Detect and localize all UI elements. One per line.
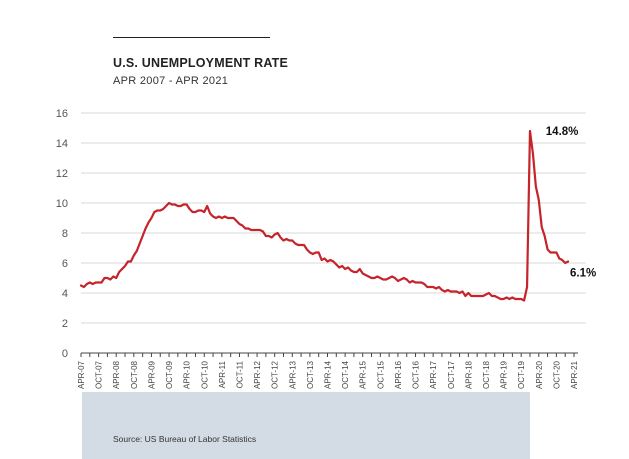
y-tick-label: 0	[62, 348, 68, 360]
annotation-layer: 14.8% 6.1%	[546, 126, 596, 280]
x-tick-label: APR-21	[570, 360, 579, 389]
x-tick-label: OCT-18	[482, 360, 491, 389]
x-tick-label: APR-19	[500, 360, 509, 389]
x-tick-label: OCT-13	[306, 360, 315, 389]
series-layer	[79, 129, 570, 302]
x-tick-label: OCT-08	[130, 360, 139, 389]
source-band	[82, 392, 530, 459]
unemployment-series-line	[79, 129, 570, 302]
x-tick-label: OCT-07	[95, 360, 104, 389]
x-tick-label: APR-08	[112, 360, 121, 389]
x-axis: APR-07 OCT-07 APR-08 OCT-08 APR-09 OCT-09 APR-…	[77, 352, 579, 389]
chart-subtitle: APR 2007 - APR 2021	[113, 75, 229, 87]
x-tick-label: APR-12	[253, 360, 262, 389]
x-tick-label: OCT-19	[517, 360, 526, 389]
x-tick-label: APR-07	[77, 360, 86, 389]
x-tick-label: OCT-15	[376, 360, 385, 389]
x-tick-label: APR-14	[324, 360, 333, 389]
x-tick-label: APR-09	[147, 360, 156, 389]
x-tick-label: APR-11	[218, 360, 227, 388]
y-tick-label: 8	[62, 228, 68, 240]
x-tick-label: APR-16	[394, 360, 403, 389]
y-tick-label: 4	[62, 288, 68, 300]
x-tick-label: APR-20	[535, 360, 544, 389]
x-tick-label: OCT-12	[271, 360, 280, 389]
y-tick-label: 10	[56, 198, 68, 210]
y-tick-label: 6	[62, 258, 68, 270]
y-tick-label: 12	[56, 168, 68, 180]
y-tick-label: 14	[56, 138, 68, 150]
chart-title: U.S. UNEMPLOYMENT RATE	[113, 56, 289, 70]
x-tick-label: OCT-09	[165, 360, 174, 389]
source-note: Source: US Bureau of Labor Statistics	[113, 434, 257, 444]
x-tick-label: OCT-14	[341, 360, 350, 389]
y-tick-label: 16	[56, 108, 68, 120]
x-tick-label: OCT-17	[447, 360, 456, 389]
x-tick-label: OCT-20	[552, 360, 561, 389]
data-label-peak: 14.8%	[546, 126, 579, 138]
x-tick-label: OCT-10	[200, 360, 209, 389]
x-tick-label: APR-18	[464, 360, 473, 389]
x-tick-label: APR-15	[359, 360, 368, 389]
x-tick-label: OCT-16	[412, 360, 421, 389]
y-axis: 0 2 4 6 8 10 12 14 16	[56, 108, 68, 360]
x-tick-label: APR-13	[288, 360, 297, 389]
title-rule	[113, 37, 270, 38]
data-label-latest: 6.1%	[570, 268, 596, 280]
y-tick-label: 2	[62, 318, 68, 330]
x-tick-label: APR-10	[183, 360, 192, 389]
x-tick-label: OCT-11	[235, 360, 244, 388]
grid-layer	[81, 112, 586, 324]
x-tick-label: APR-17	[429, 360, 438, 389]
